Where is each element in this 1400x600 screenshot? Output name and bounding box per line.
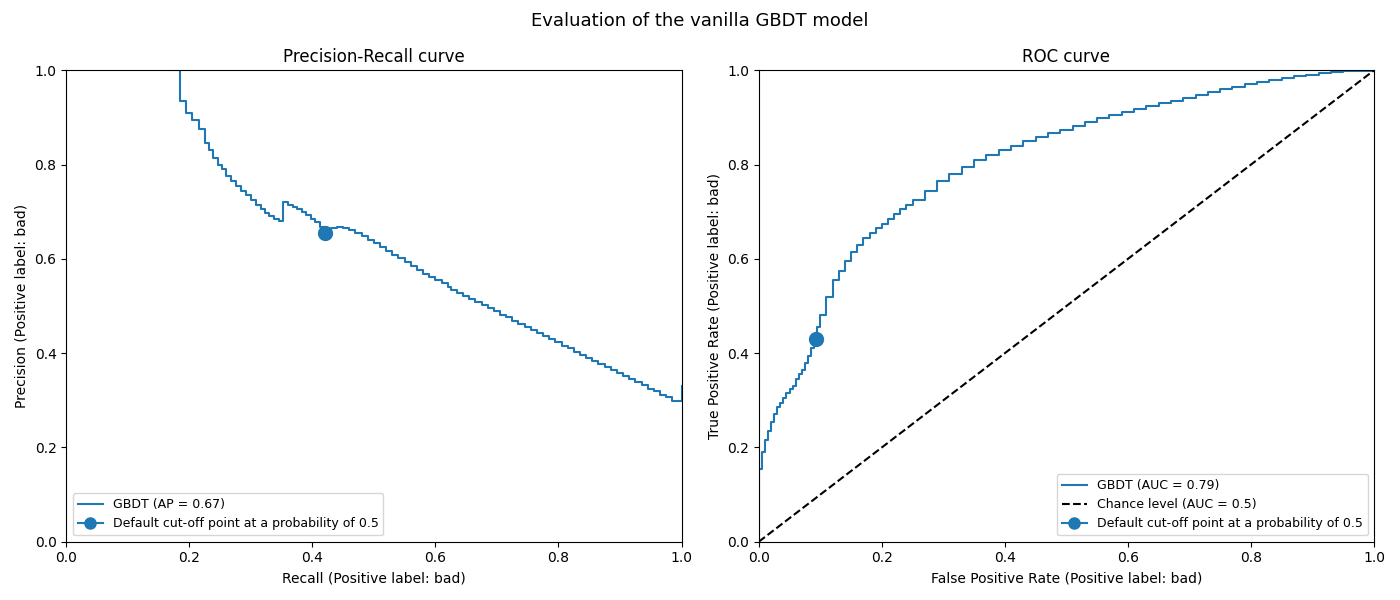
X-axis label: Recall (Positive label: bad): Recall (Positive label: bad) — [281, 571, 466, 585]
Title: ROC curve: ROC curve — [1022, 48, 1110, 66]
Title: Precision-Recall curve: Precision-Recall curve — [283, 48, 465, 66]
Legend: GBDT (AP = 0.67), Default cut-off point at a probability of 0.5: GBDT (AP = 0.67), Default cut-off point … — [73, 493, 384, 535]
Text: Evaluation of the vanilla GBDT model: Evaluation of the vanilla GBDT model — [531, 12, 869, 30]
Legend: GBDT (AUC = 0.79), Chance level (AUC = 0.5), Default cut-off point at a probabil: GBDT (AUC = 0.79), Chance level (AUC = 0… — [1057, 474, 1368, 535]
Point — [314, 228, 336, 238]
Y-axis label: True Positive Rate (Positive label: bad): True Positive Rate (Positive label: bad) — [707, 173, 721, 439]
X-axis label: False Positive Rate (Positive label: bad): False Positive Rate (Positive label: bad… — [931, 571, 1203, 585]
Y-axis label: Precision (Positive label: bad): Precision (Positive label: bad) — [15, 204, 29, 408]
Point — [805, 334, 827, 344]
